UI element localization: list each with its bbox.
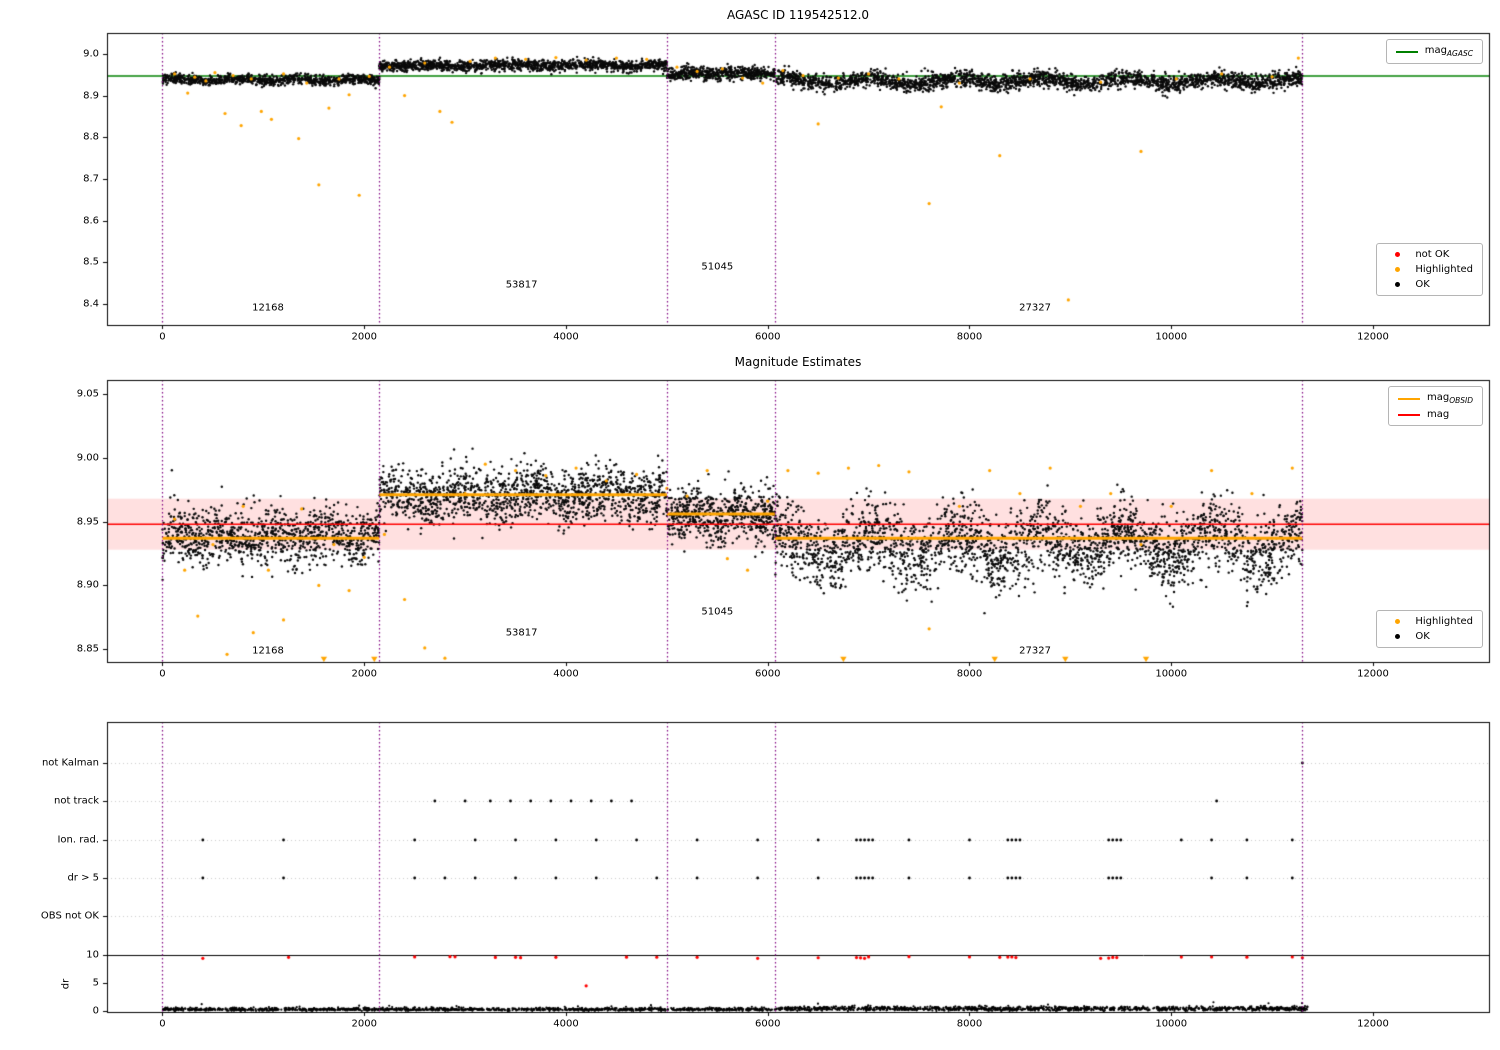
dot-marker-icon bbox=[1386, 634, 1408, 639]
dot-marker-icon bbox=[1386, 619, 1408, 624]
legend-entry-label: mag bbox=[1426, 409, 1450, 420]
legend-entry: OK bbox=[1386, 631, 1473, 642]
line-sample-icon bbox=[1397, 397, 1420, 400]
legend-entry-label: magAGASC bbox=[1424, 45, 1473, 58]
legend-entry: not OK bbox=[1386, 249, 1473, 260]
legend-entry: magAGASC bbox=[1395, 45, 1473, 58]
legend-entry-label: Highlighted bbox=[1415, 616, 1473, 627]
legend-entry: Highlighted bbox=[1386, 264, 1473, 275]
legend-p1-markers: not OK Highlighted OK bbox=[1376, 243, 1483, 296]
legend-entry-label: OK bbox=[1415, 279, 1430, 290]
legend-entry: magOBSID bbox=[1397, 392, 1473, 405]
legend-entry: Highlighted bbox=[1386, 616, 1473, 627]
line-sample-icon bbox=[1397, 413, 1420, 416]
legend-p2-markers: Highlighted OK bbox=[1376, 610, 1483, 648]
legend-entry-label: Highlighted bbox=[1415, 264, 1473, 275]
legend-entry: mag bbox=[1397, 409, 1473, 420]
dot-marker-icon bbox=[1386, 267, 1408, 272]
legend-entry: OK bbox=[1386, 279, 1473, 290]
dot-marker-icon bbox=[1386, 282, 1408, 287]
dot-marker-icon bbox=[1386, 252, 1408, 257]
legend-p2-lines: magOBSID mag bbox=[1387, 386, 1483, 426]
legend-entry-label: not OK bbox=[1415, 249, 1450, 260]
legend-mag-agasc: magAGASC bbox=[1385, 39, 1483, 64]
legend-entry-label: OK bbox=[1415, 631, 1430, 642]
line-sample-icon bbox=[1395, 50, 1418, 53]
legend-entry-label: magOBSID bbox=[1426, 392, 1473, 405]
